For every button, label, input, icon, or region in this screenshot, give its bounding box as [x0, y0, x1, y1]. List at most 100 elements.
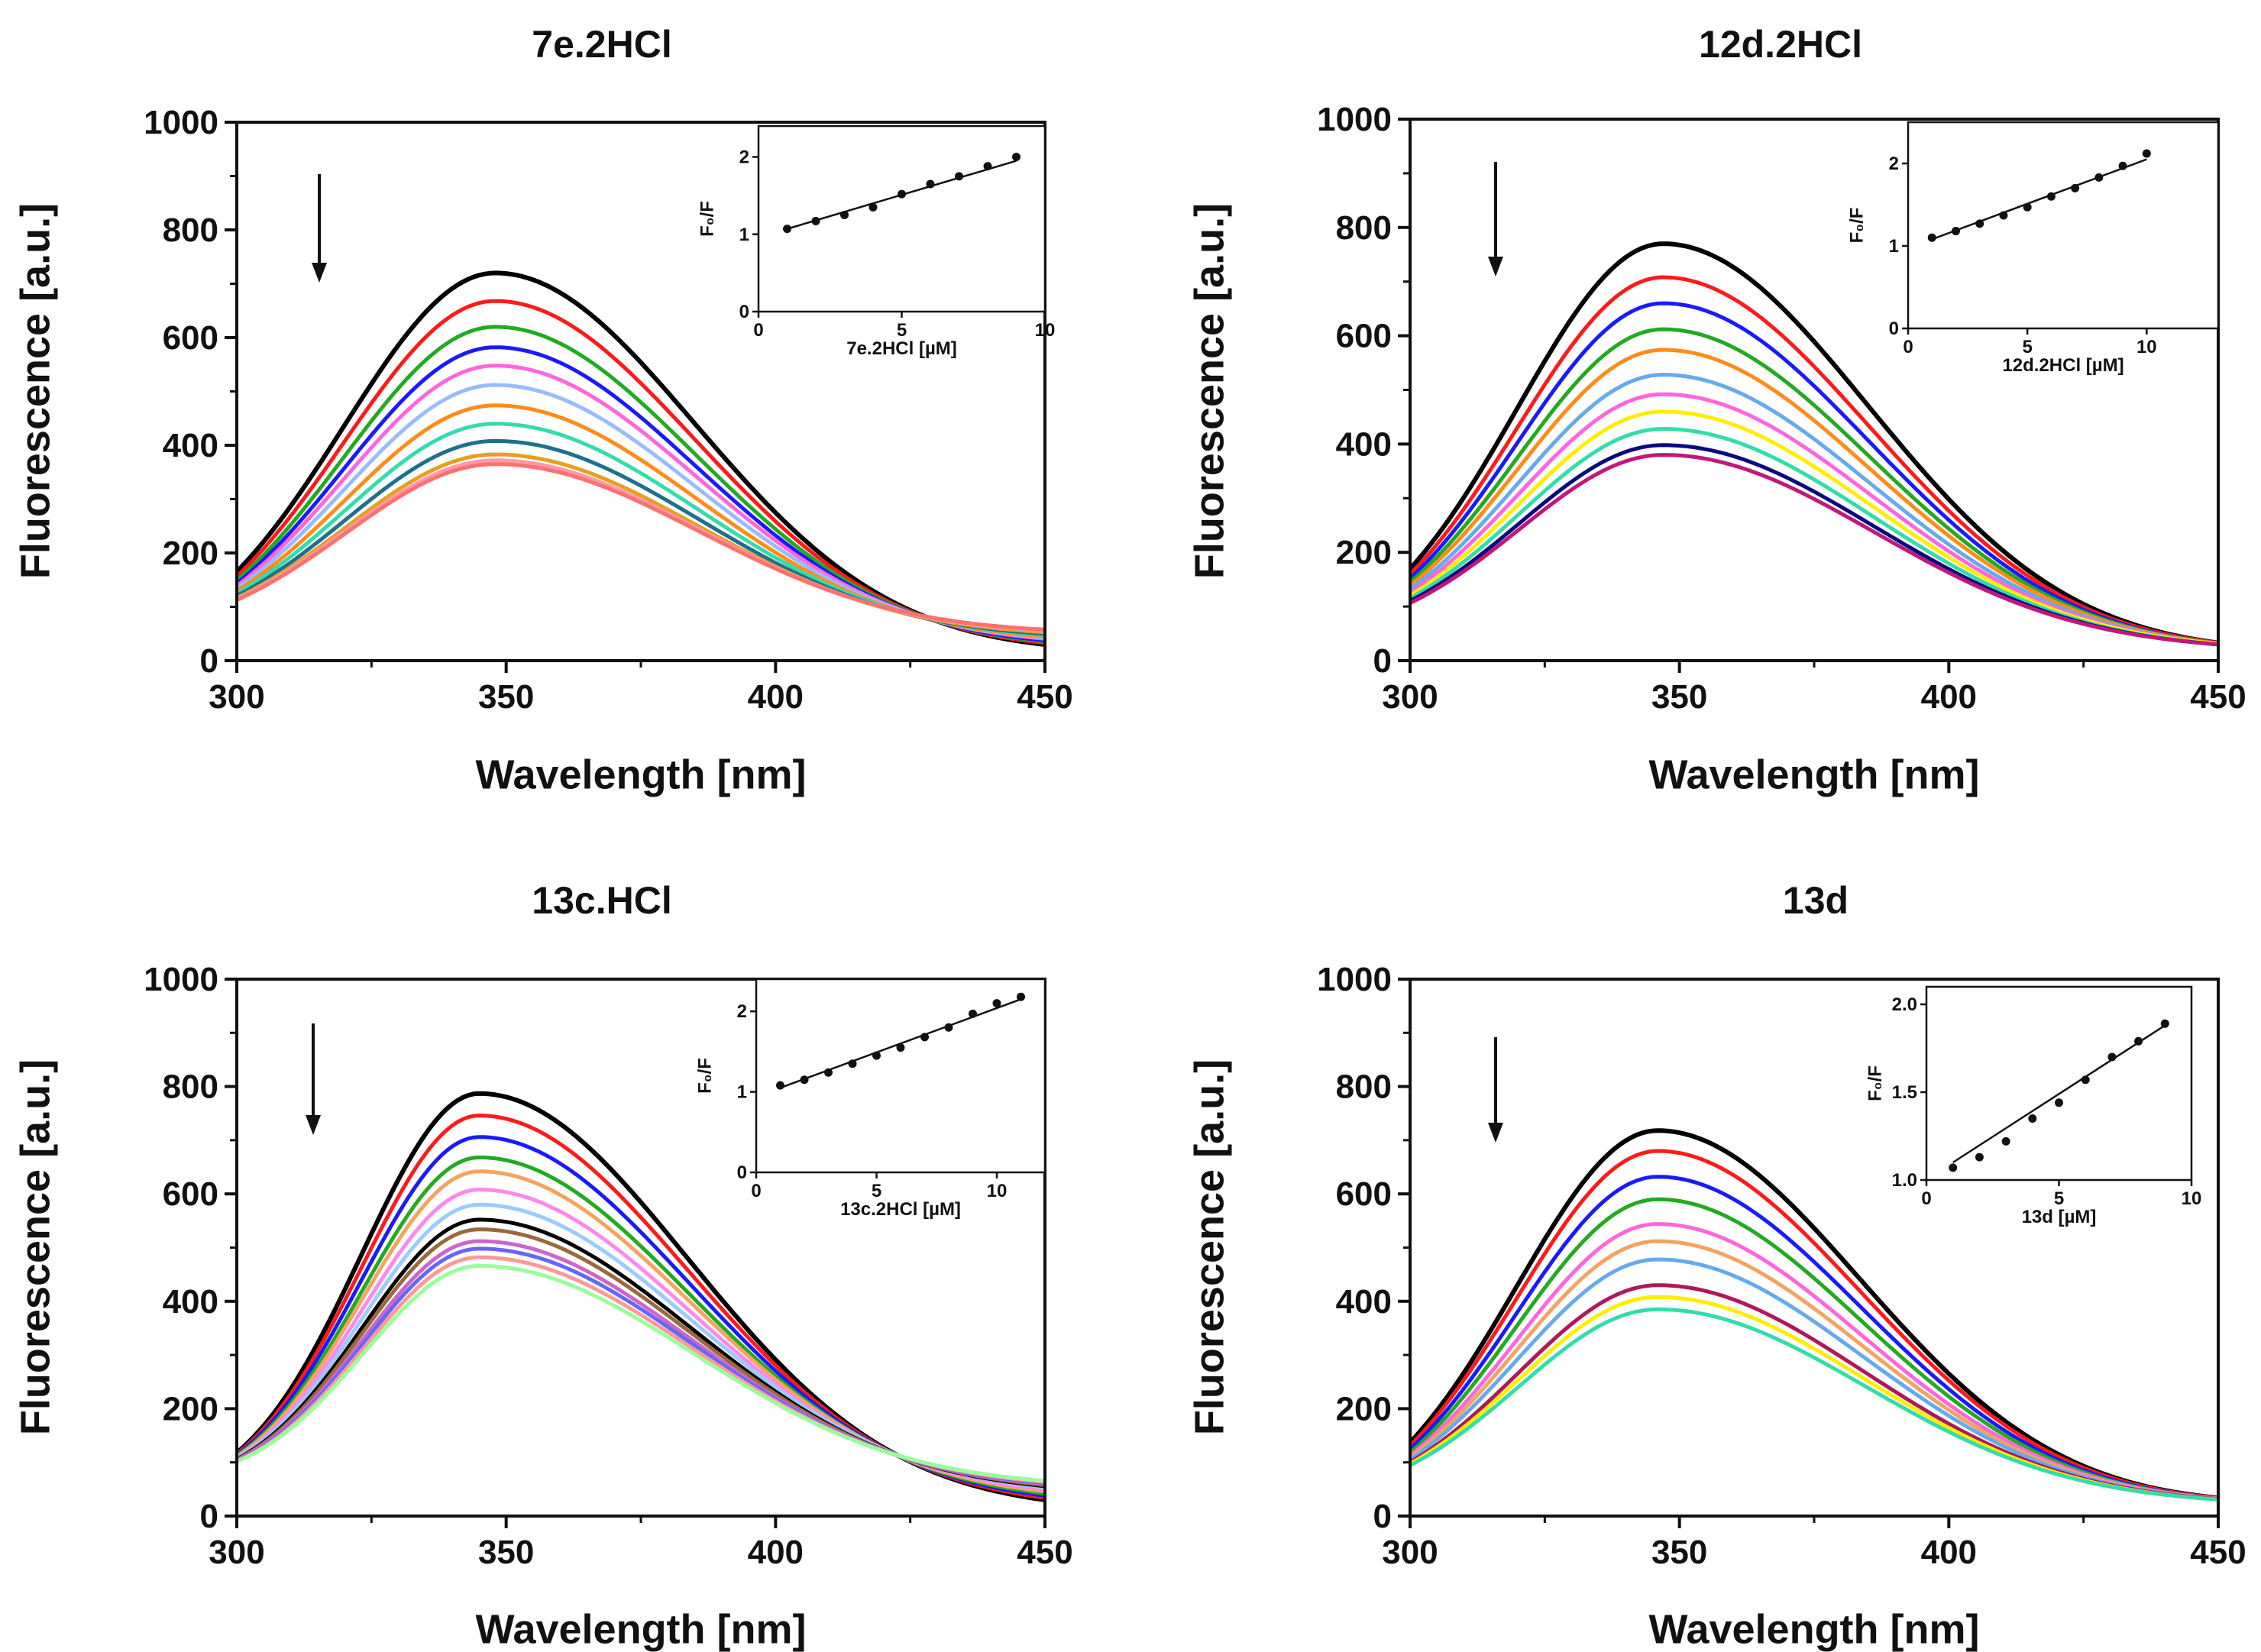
y-tick-label: 1000 — [144, 961, 218, 998]
inset-data-point — [926, 179, 935, 189]
x-tick-label: 450 — [2190, 678, 2246, 716]
inset-frame — [755, 978, 1046, 1174]
series-line-11uM — [235, 462, 1046, 632]
inset-x-tick-label: 5 — [897, 320, 907, 341]
x-tick-label: 450 — [2190, 1534, 2246, 1571]
inset-y-tick-label: 1 — [737, 1082, 747, 1103]
series-line-1uM — [1409, 1149, 2219, 1500]
inset-y-axis-label: F₀/F — [1846, 208, 1867, 244]
inset-data-point — [848, 1059, 857, 1068]
inset-data-point — [2071, 183, 2080, 192]
y-tick-label: 200 — [1336, 1390, 1392, 1427]
inset-fit-line — [1931, 158, 2147, 241]
y-tick-label: 800 — [1336, 209, 1392, 247]
y-axis-label: Fluorescence [a.u.] — [12, 1059, 58, 1435]
y-tick-label: 0 — [1373, 642, 1392, 680]
series-line-9uM — [235, 452, 1046, 635]
y-tick-label: 0 — [200, 1498, 218, 1535]
y-axis-label: Fluorescence [a.u.] — [12, 203, 58, 579]
inset-y-tick-label: 1.0 — [1892, 1170, 1917, 1191]
inset-data-point — [983, 162, 992, 171]
inset-plot: 0 5 10 0 1 2 7e.2HCl [µM] F₀/F — [697, 124, 1056, 359]
y-tick-label: 0 — [200, 642, 218, 680]
y-tick-label: 600 — [1336, 318, 1392, 355]
x-tick-label: 350 — [478, 678, 534, 716]
inset-y-tick-label: 1 — [1889, 236, 1899, 257]
inset-x-tick-label: 10 — [2182, 1188, 2202, 1209]
x-tick-label: 400 — [1921, 678, 1977, 716]
x-tick-label: 300 — [1382, 678, 1438, 716]
inset-data-point — [824, 1068, 833, 1077]
x-tick-label: 350 — [478, 1534, 534, 1571]
chart-title: 13c.HCl — [532, 879, 671, 922]
inset-data-point — [944, 1023, 953, 1032]
inset-x-axis-label: 13c.2HCl [µM] — [840, 1199, 961, 1220]
x-tick-label: 400 — [1921, 1534, 1977, 1571]
quench-arrow-icon — [312, 263, 327, 283]
y-tick-label: 400 — [163, 427, 218, 464]
inset-y-tick-label: 1 — [739, 225, 749, 245]
y-tick-label: 200 — [163, 1390, 218, 1427]
x-tick-label: 400 — [748, 1534, 804, 1571]
inset-data-point — [1975, 1153, 1984, 1162]
inset-y-axis-label: F₀/F — [1865, 1065, 1885, 1101]
inset-y-axis-label: F₀/F — [697, 201, 717, 237]
inset-frame — [1907, 121, 2220, 330]
inset-x-tick-label: 0 — [1903, 337, 1913, 357]
inset-x-tick-label: 10 — [987, 1181, 1008, 1201]
inset-data-point — [2081, 1075, 2090, 1085]
inset-y-tick-label: 2 — [739, 147, 749, 168]
y-tick-label: 400 — [1336, 425, 1392, 463]
inset-data-point — [811, 217, 820, 226]
series-line-7uM — [235, 422, 1046, 637]
y-tick-label: 400 — [1336, 1283, 1392, 1321]
x-axis-label: Wavelength [nm] — [1648, 1606, 1979, 1652]
chart-panel-4: 13d 300 350 400 450 0 200 400 600 800 1000 Waveleng… — [1186, 879, 2246, 1652]
inset-x-tick-label: 0 — [1921, 1188, 1931, 1209]
inset-plot: 0 5 10 0 1 2 12d.2HCl [µM] F₀/F — [1846, 121, 2220, 376]
inset-fit-line — [1952, 1024, 2166, 1164]
x-tick-label: 300 — [209, 1534, 264, 1571]
x-tick-label: 300 — [1382, 1534, 1438, 1571]
series-line-0uM — [1408, 241, 2219, 645]
y-tick-label: 600 — [163, 1175, 218, 1213]
x-tick-label: 450 — [1017, 678, 1072, 716]
inset-data-point — [1975, 219, 1984, 228]
inset-data-point — [1012, 153, 1021, 161]
inset-x-tick-label: 10 — [1035, 320, 1056, 341]
y-tick-label: 1000 — [1317, 961, 1392, 998]
inset-data-point — [783, 225, 791, 234]
inset-data-point — [920, 1033, 929, 1042]
y-tick-label: 200 — [163, 535, 218, 572]
inset-plot: 0 5 10 0 1 2 13c.2HCl [µM] F₀/F — [694, 978, 1046, 1220]
y-tick-label: 600 — [163, 319, 218, 357]
y-tick-label: 800 — [163, 212, 218, 249]
inset-data-point — [2118, 161, 2127, 170]
series-line-3uM — [1409, 327, 2219, 645]
inset-x-tick-label: 0 — [753, 320, 763, 341]
x-tick-label: 300 — [209, 678, 264, 716]
inset-data-point — [840, 210, 849, 219]
y-axis-label: Fluorescence [a.u.] — [1186, 1059, 1232, 1435]
inset-x-tick-label: 5 — [2022, 337, 2032, 357]
series-line-2uM — [1409, 301, 2219, 645]
inset-data-point — [2001, 1136, 2010, 1146]
inset-x-tick-label: 10 — [2136, 337, 2157, 357]
y-tick-label: 800 — [1336, 1068, 1392, 1106]
inset-data-point — [2023, 202, 2032, 212]
y-tick-label: 1000 — [1317, 101, 1392, 138]
inset-data-point — [898, 189, 906, 199]
inset-data-point — [1999, 211, 2008, 220]
inset-y-axis-label: F₀/F — [694, 1058, 715, 1094]
inset-data-point — [955, 172, 963, 181]
y-tick-label: 0 — [1373, 1498, 1392, 1535]
series-line-12uM — [235, 1263, 1046, 1483]
inset-data-point — [2094, 173, 2104, 182]
inset-data-point — [1927, 233, 1936, 242]
y-tick-label: 800 — [163, 1068, 218, 1106]
inset-plot: 0 5 10 1.0 1.5 2.0 13d [µM] F₀/F — [1865, 985, 2202, 1227]
inset-data-point — [2028, 1114, 2037, 1123]
